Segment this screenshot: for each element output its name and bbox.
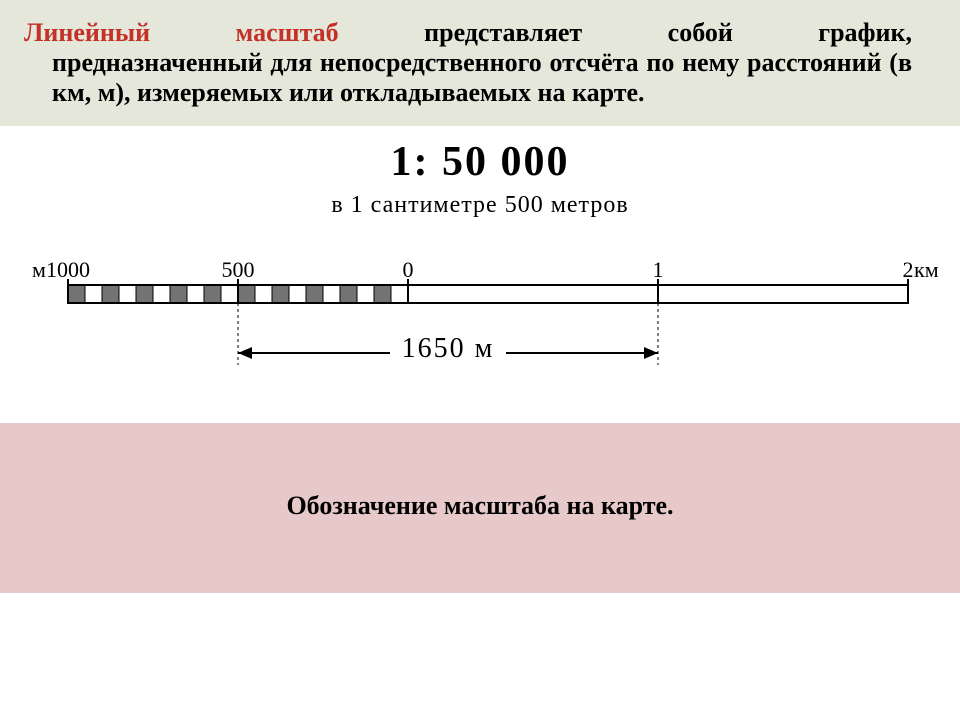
caption: Обозначение масштаба на карте. bbox=[0, 491, 960, 521]
definition-band: Линейный масштаб представляет собой граф… bbox=[0, 0, 960, 126]
term: Линейный масштаб bbox=[24, 18, 339, 47]
definition-line1: Линейный масштаб представляет собой граф… bbox=[24, 18, 912, 48]
svg-text:1650 м: 1650 м bbox=[402, 333, 495, 364]
svg-text:2: 2 bbox=[903, 257, 914, 282]
definition-rest: предназначенный для непосредственного от… bbox=[24, 48, 912, 108]
scale-bar-wrap: м км 1000 500 0 1 2 1650 м bbox=[8, 243, 952, 403]
scale-ratio: 1: 50 000 bbox=[8, 138, 952, 186]
svg-text:м: м bbox=[32, 257, 46, 282]
svg-text:500: 500 bbox=[222, 257, 255, 282]
svg-text:1000: 1000 bbox=[46, 257, 90, 282]
svg-text:0: 0 bbox=[403, 257, 414, 282]
scale-subtitle: в 1 сантиметре 500 метров bbox=[8, 192, 952, 219]
scale-bar-svg: м км 1000 500 0 1 2 1650 м bbox=[8, 243, 952, 403]
caption-band: Обозначение масштаба на карте. bbox=[0, 423, 960, 593]
diagram-area: 1: 50 000 в 1 сантиметре 500 метров м км 1… bbox=[0, 126, 960, 423]
svg-text:1: 1 bbox=[653, 257, 664, 282]
svg-text:км: км bbox=[914, 257, 939, 282]
definition-rest-line1: представляет собой график, bbox=[424, 18, 912, 47]
